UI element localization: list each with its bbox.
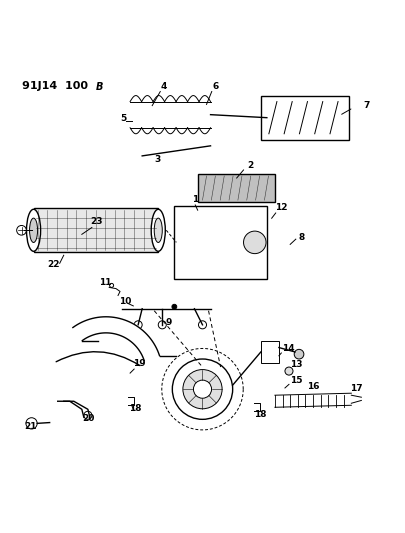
Text: 5: 5: [120, 114, 126, 123]
Text: 7: 7: [363, 101, 370, 110]
Text: 1: 1: [192, 195, 199, 204]
Text: 10: 10: [119, 297, 131, 306]
Text: 9: 9: [166, 318, 172, 327]
Text: 8: 8: [298, 233, 305, 243]
Text: 12: 12: [275, 203, 288, 212]
Text: 15: 15: [290, 376, 303, 385]
Text: 3: 3: [154, 155, 160, 164]
FancyBboxPatch shape: [261, 95, 349, 140]
Text: 91J14  100: 91J14 100: [21, 82, 87, 92]
Text: 18: 18: [254, 410, 266, 419]
Circle shape: [285, 367, 293, 375]
Text: 6: 6: [213, 82, 219, 91]
Text: 13: 13: [290, 360, 303, 369]
FancyArrowPatch shape: [56, 352, 140, 366]
Text: 20: 20: [83, 414, 95, 423]
Ellipse shape: [27, 209, 40, 252]
Circle shape: [194, 380, 211, 398]
Circle shape: [110, 284, 114, 287]
Circle shape: [173, 359, 232, 419]
FancyBboxPatch shape: [174, 206, 267, 279]
Text: 16: 16: [307, 382, 320, 391]
Text: 19: 19: [133, 359, 146, 368]
Circle shape: [198, 321, 207, 329]
Circle shape: [294, 349, 304, 359]
Polygon shape: [73, 317, 160, 361]
Ellipse shape: [151, 209, 165, 252]
Circle shape: [26, 418, 37, 429]
Text: 21: 21: [25, 422, 37, 431]
Text: 11: 11: [99, 278, 112, 287]
Circle shape: [17, 225, 26, 235]
Bar: [261, 341, 279, 363]
Ellipse shape: [30, 218, 38, 243]
Text: B: B: [96, 82, 103, 92]
Bar: [34, 208, 158, 253]
Circle shape: [158, 321, 166, 329]
Text: 14: 14: [282, 344, 295, 353]
Text: 23: 23: [91, 217, 103, 227]
Text: 22: 22: [48, 260, 60, 269]
Bar: [198, 174, 275, 202]
Text: 2: 2: [247, 161, 254, 170]
Text: 18: 18: [129, 405, 142, 413]
Circle shape: [243, 231, 266, 254]
Circle shape: [134, 321, 142, 329]
Circle shape: [172, 304, 177, 309]
Ellipse shape: [154, 218, 162, 243]
Text: 4: 4: [160, 82, 166, 91]
Circle shape: [84, 411, 92, 419]
Text: 17: 17: [350, 384, 363, 393]
Circle shape: [183, 369, 222, 409]
